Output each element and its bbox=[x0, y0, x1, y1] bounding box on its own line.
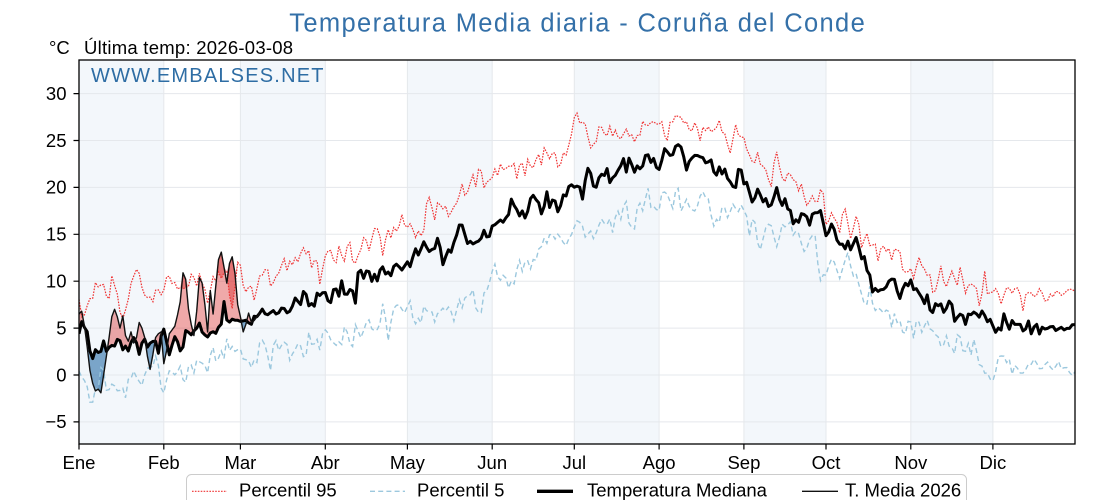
svg-text:Última temp: 2026-03-08: Última temp: 2026-03-08 bbox=[84, 37, 293, 58]
svg-text:Mar: Mar bbox=[224, 452, 256, 473]
svg-text:10: 10 bbox=[46, 271, 67, 292]
svg-text:Percentil 5: Percentil 5 bbox=[417, 480, 504, 500]
svg-text:25: 25 bbox=[46, 130, 67, 151]
svg-text:Sep: Sep bbox=[727, 452, 760, 473]
svg-text:Nov: Nov bbox=[894, 452, 928, 473]
svg-text:15: 15 bbox=[46, 224, 67, 245]
svg-text:Percentil 95: Percentil 95 bbox=[239, 480, 337, 500]
svg-text:May: May bbox=[390, 452, 426, 473]
svg-text:WWW.EMBALSES.NET: WWW.EMBALSES.NET bbox=[91, 65, 325, 87]
svg-text:T. Media 2026: T. Media 2026 bbox=[845, 480, 961, 500]
svg-text:Dic: Dic bbox=[980, 452, 1007, 473]
svg-text:Jun: Jun bbox=[477, 452, 507, 473]
svg-text:Ago: Ago bbox=[643, 452, 676, 473]
svg-text:Jul: Jul bbox=[562, 452, 586, 473]
svg-text:30: 30 bbox=[46, 83, 67, 104]
svg-text:5: 5 bbox=[56, 317, 66, 338]
svg-text:Abr: Abr bbox=[311, 452, 340, 473]
svg-text:0: 0 bbox=[56, 364, 66, 385]
svg-text:Temperatura Media diaria - Cor: Temperatura Media diaria - Coruña del Co… bbox=[289, 10, 866, 38]
svg-text:20: 20 bbox=[46, 177, 67, 198]
svg-text:Feb: Feb bbox=[148, 452, 180, 473]
svg-text:Oct: Oct bbox=[812, 452, 841, 473]
svg-text:−5: −5 bbox=[45, 411, 66, 432]
svg-text:Temperatura Mediana: Temperatura Mediana bbox=[587, 480, 768, 500]
svg-text:°C: °C bbox=[49, 37, 70, 58]
svg-text:Ene: Ene bbox=[63, 452, 96, 473]
